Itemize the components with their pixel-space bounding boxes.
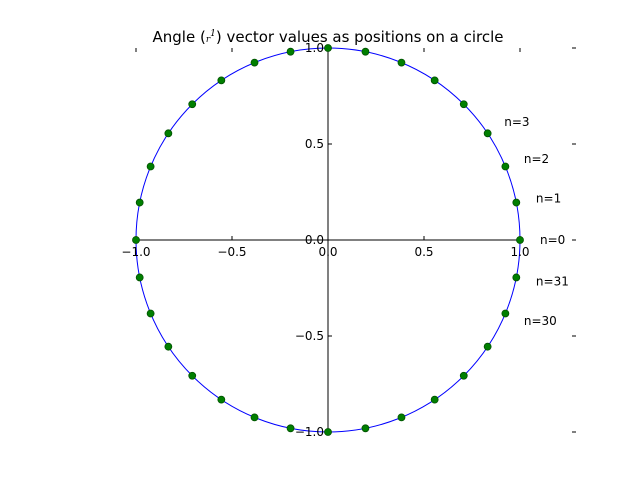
plot-area: −1.0 −0.5 0.0 0.5 1.0 −1.0 −0.5 0.0 0.5 1.0 n=0 n=1… (121, 41, 576, 439)
y-tick-label: −1.0 (295, 425, 324, 439)
data-point (146, 162, 155, 171)
data-point (459, 371, 468, 380)
point-annotation: n=2 (524, 152, 549, 166)
chart-title: Angle (r1) vector values as positions on… (153, 28, 504, 46)
y-tick-label: −0.5 (295, 329, 324, 343)
point-annotation: n=3 (504, 115, 529, 129)
data-point (483, 129, 492, 138)
data-point (164, 342, 173, 351)
x-tick-label: −1.0 (121, 245, 150, 259)
data-point (164, 129, 173, 138)
data-point (188, 100, 197, 109)
data-point (459, 100, 468, 109)
data-point (132, 236, 140, 244)
y-tick-label: 1.0 (305, 41, 324, 55)
x-tick-label: 1.0 (510, 245, 529, 259)
data-point (217, 76, 226, 85)
data-point (135, 198, 144, 207)
data-point (135, 273, 144, 282)
title-superscript: 1 (210, 29, 216, 39)
data-point (512, 198, 521, 207)
title-rest: ) vector values as positions on a circle (216, 28, 504, 46)
data-point (361, 47, 370, 56)
data-point (286, 47, 295, 56)
y-tick-label: 0.0 (305, 233, 324, 247)
data-point (188, 371, 197, 380)
data-point (397, 413, 406, 422)
x-tick-label: −0.5 (217, 245, 246, 259)
data-point (250, 413, 259, 422)
x-tick-label: 0.5 (414, 245, 433, 259)
data-point (430, 76, 439, 85)
point-annotation: n=0 (540, 233, 565, 247)
point-annotation: n=31 (536, 274, 569, 288)
data-point (430, 395, 439, 404)
data-point (250, 58, 259, 67)
data-point (361, 424, 370, 433)
data-point (397, 58, 406, 67)
title-math-r: r (206, 35, 211, 45)
data-point (501, 162, 510, 171)
y-tick-label: 0.5 (305, 137, 324, 151)
x-tick-label: 0.0 (318, 245, 337, 259)
data-point (217, 395, 226, 404)
data-point (324, 428, 332, 436)
data-point (146, 309, 155, 318)
data-point (516, 236, 524, 244)
point-annotation: n=30 (524, 314, 557, 328)
point-annotation: n=1 (536, 192, 561, 206)
data-point (512, 273, 521, 282)
data-point (501, 309, 510, 318)
data-point (324, 44, 332, 52)
data-point (286, 424, 295, 433)
data-point (483, 342, 492, 351)
